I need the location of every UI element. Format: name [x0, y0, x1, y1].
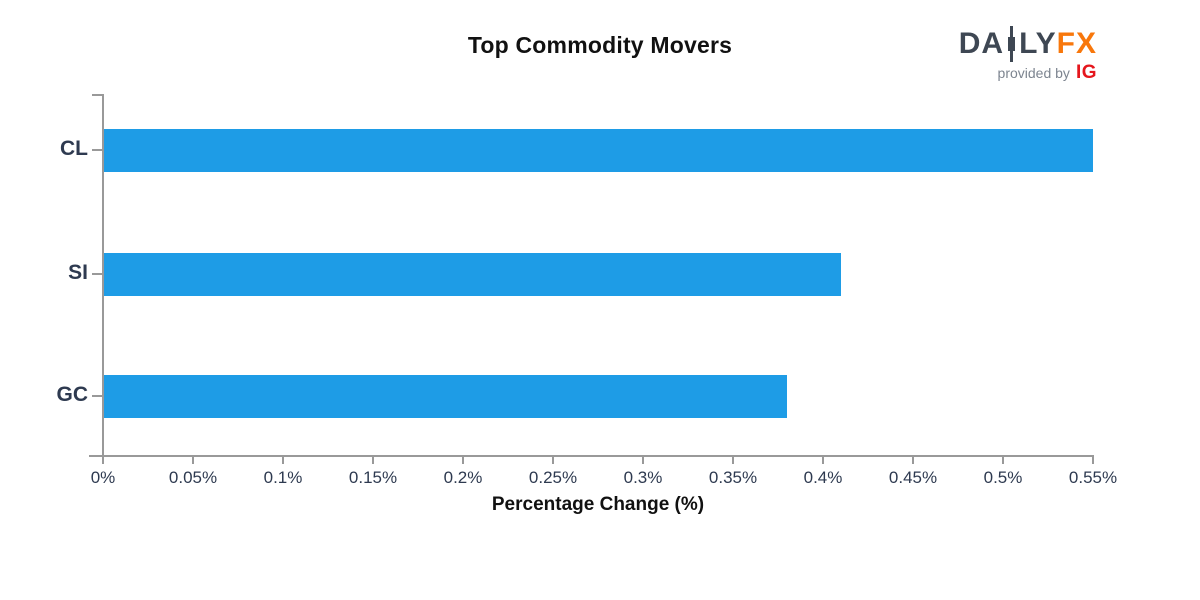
x-tick-label: 0.2% [443, 468, 483, 487]
x-tick [912, 455, 914, 464]
chart-title: Top Commodity Movers [467, 32, 733, 58]
dailyfx-logo: DA LY FX provided by IG [959, 26, 1097, 84]
candle-body [1008, 37, 1016, 51]
logo-ig-text: IG [1075, 62, 1097, 83]
x-tick-label: 0.55% [1068, 468, 1118, 487]
x-axis-label: Percentage Change (%) [491, 494, 705, 515]
x-tick-label: 0.45% [888, 468, 938, 487]
x-tick-label: 0.25% [528, 468, 578, 487]
x-tick-label: 0.05% [168, 468, 218, 487]
x-tick [1002, 455, 1004, 464]
candlestick-icon [1007, 26, 1016, 62]
logo-fx-text: FX [1056, 27, 1097, 60]
logo-daily-post: LY [1019, 27, 1057, 60]
y-axis-line [102, 94, 104, 462]
x-axis-line [89, 455, 1094, 457]
bar-si [104, 252, 842, 296]
x-tick [372, 455, 374, 464]
y-tick-label-gc: GC [56, 383, 89, 406]
x-tick [102, 455, 104, 464]
logo-daily-text: DA LY [959, 26, 1057, 62]
y-tick-label-si: SI [68, 261, 88, 284]
y-tick [92, 395, 103, 397]
y-tick-label-cl: CL [60, 137, 88, 160]
y-axis-top-cap [92, 94, 103, 96]
dailyfx-wordmark: DA LY FX [959, 26, 1097, 62]
y-tick [92, 273, 103, 275]
x-tick [642, 455, 644, 464]
x-tick [462, 455, 464, 464]
x-tick [732, 455, 734, 464]
bar-gc [104, 374, 788, 418]
x-tick-label: 0.1% [263, 468, 303, 487]
x-tick [282, 455, 284, 464]
logo-subline: provided by IG [959, 62, 1097, 84]
x-tick-label: 0.5% [983, 468, 1023, 487]
x-tick-label: 0.15% [348, 468, 398, 487]
y-tick [92, 149, 103, 151]
x-tick [552, 455, 554, 464]
x-tick-label: 0.4% [803, 468, 843, 487]
bar-cl [104, 128, 1093, 172]
logo-provided-by-text: provided by [997, 65, 1070, 81]
logo-daily-pre: DA [958, 27, 1005, 60]
x-tick-label: 0.35% [708, 468, 758, 487]
x-tick [822, 455, 824, 464]
x-tick-label: 0.3% [623, 468, 663, 487]
x-tick [1092, 455, 1094, 464]
x-tick-label: 0% [90, 468, 116, 487]
x-tick [192, 455, 194, 464]
